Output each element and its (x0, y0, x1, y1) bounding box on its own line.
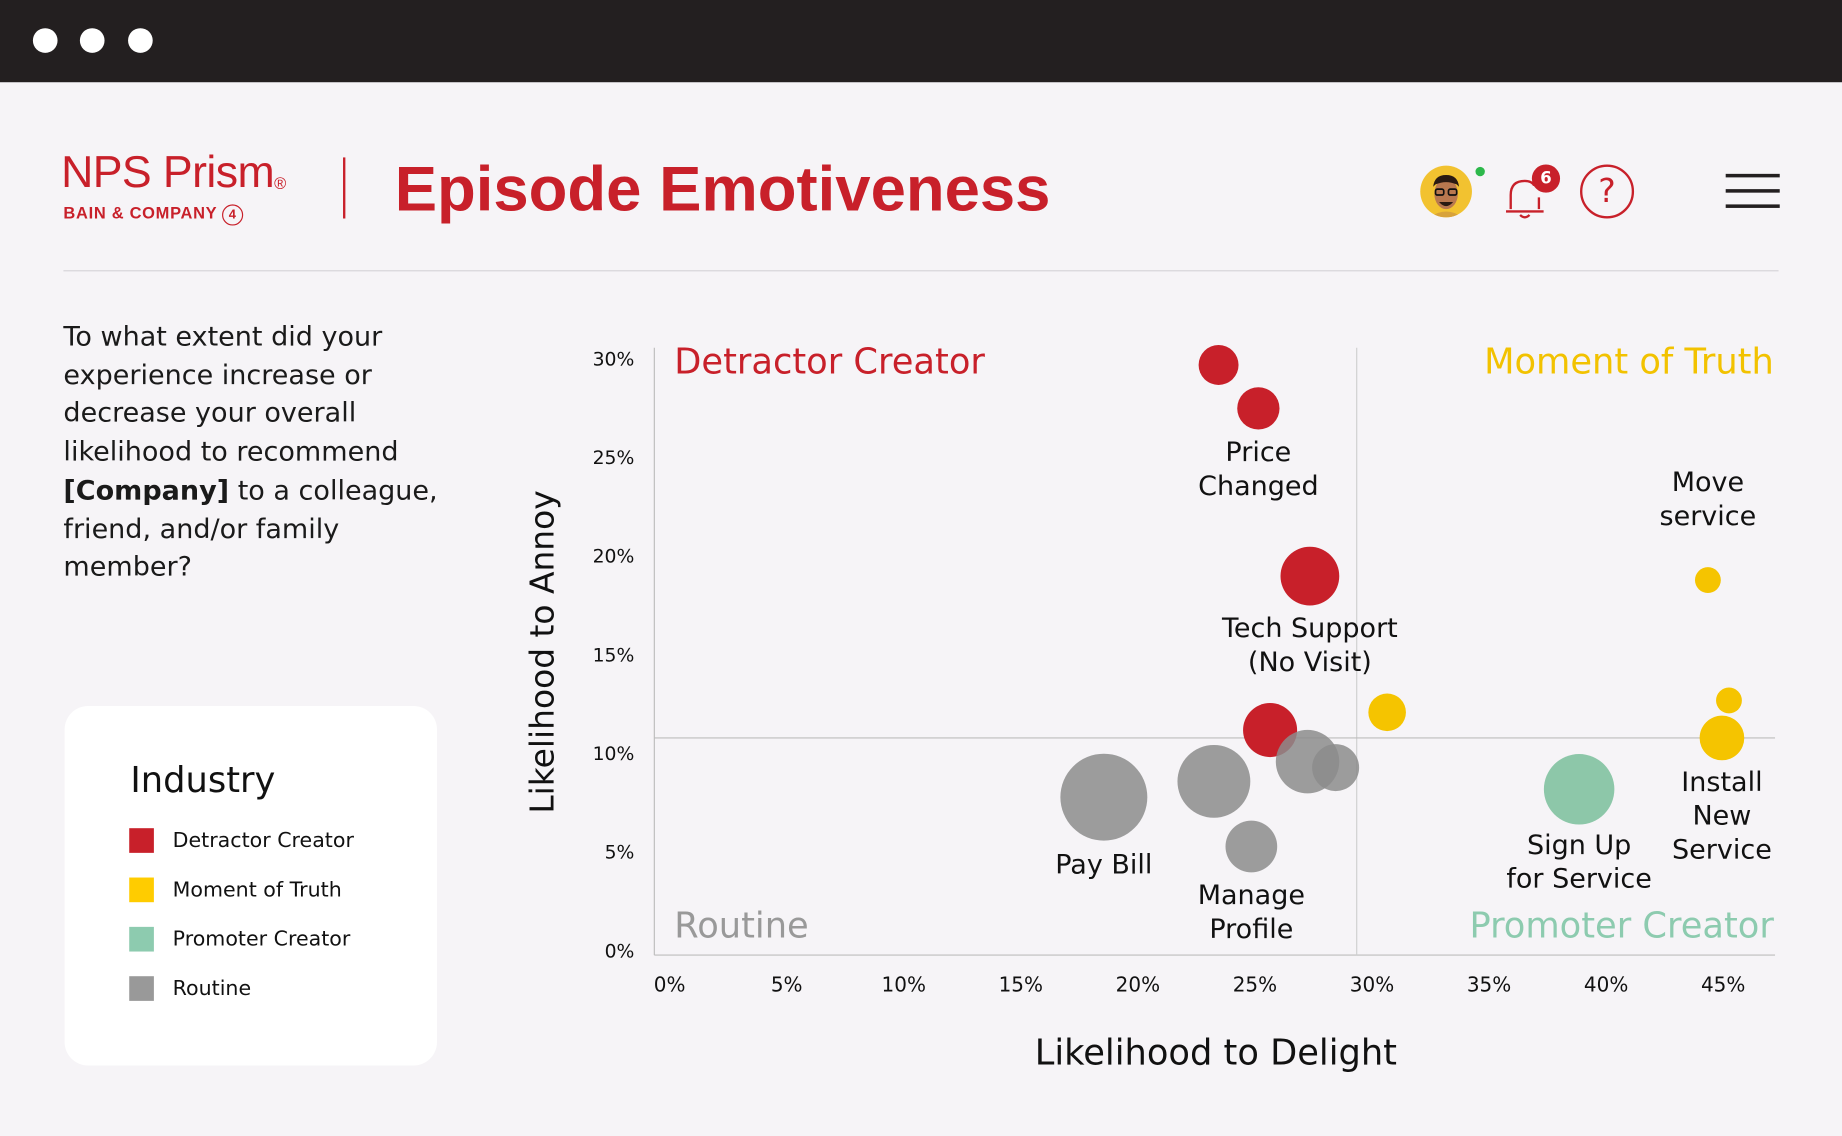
window-minimize-button[interactable] (79, 28, 105, 53)
legend-label: Promoter Creator (172, 928, 351, 952)
bubble-point[interactable] (1368, 693, 1406, 732)
y-tick-label: 20% (593, 547, 635, 568)
legend-swatch (129, 877, 154, 903)
quadrant-label-routine: Routine (674, 905, 808, 946)
bubble-point[interactable] (1699, 715, 1745, 761)
question-text-end: to a colleague, friend, and/or family me… (63, 475, 438, 583)
bubble-point[interactable] (1694, 567, 1721, 594)
registered-mark: ® (274, 173, 286, 193)
bubble-point[interactable] (1312, 744, 1360, 792)
bubble-label: (No Visit) (1248, 647, 1372, 678)
bubble-point[interactable] (1198, 344, 1239, 385)
bubble-point[interactable] (1716, 687, 1742, 714)
x-tick-label: 45% (1701, 972, 1745, 996)
header-rule (63, 270, 1779, 272)
y-tick-label: 0% (605, 941, 635, 962)
x-tick-label: 5% (771, 972, 803, 996)
logo-text: NPS Prism (61, 148, 275, 198)
legend-label: Detractor Creator (172, 829, 354, 853)
bubble-label: Profile (1209, 914, 1293, 945)
bubble-label: Move (1672, 467, 1744, 498)
bain-logo-text: BAIN & COMPANY (63, 203, 218, 223)
legend-label: Moment of Truth (172, 878, 342, 903)
legend-swatch (129, 976, 154, 1001)
user-avatar[interactable] (1420, 165, 1472, 218)
bubble-label: New (1692, 801, 1751, 832)
hamburger-menu-icon[interactable] (1725, 173, 1780, 209)
x-tick-label: 10% (882, 972, 926, 996)
x-tick-label: 40% (1584, 972, 1628, 996)
notifications-bell-icon[interactable] (1501, 169, 1548, 221)
header-divider (343, 157, 346, 219)
y-tick-label: 10% (593, 744, 635, 765)
bubble-label: Install (1681, 767, 1762, 798)
online-status-dot (1475, 166, 1485, 177)
quadrant-label-moment-of-truth: Moment of Truth (1484, 342, 1774, 383)
bubble-point[interactable] (1060, 753, 1148, 841)
avatar-face-icon (1429, 175, 1463, 218)
survey-question: To what extent did your experience incre… (63, 318, 451, 587)
window-maximize-button[interactable] (128, 28, 153, 53)
bubble-label: Sign Up (1527, 830, 1631, 861)
bubble-label: Manage (1198, 880, 1305, 911)
bubble-label: Tech Support (1221, 613, 1398, 644)
page-title: Episode Emotiveness (394, 153, 1051, 225)
x-tick-label: 35% (1467, 972, 1511, 996)
bubble-label: Changed (1198, 471, 1319, 502)
x-tick-label: 15% (999, 972, 1043, 996)
x-axis-title: Likelihood to Delight (1035, 1032, 1397, 1073)
bubble-point[interactable] (1237, 387, 1280, 430)
bain-mark-icon: 4 (222, 204, 244, 226)
y-tick-label: 5% (605, 843, 635, 864)
legend-swatch (129, 828, 154, 853)
bubble-label: service (1660, 501, 1757, 532)
y-tick-label: 30% (593, 349, 635, 370)
bubble-label: for Service (1506, 864, 1652, 895)
legend-swatch (129, 926, 154, 952)
window-titlebar (0, 0, 1842, 83)
x-tick-label: 30% (1350, 972, 1394, 996)
y-tick-label: 25% (593, 448, 635, 469)
quadrant-label-detractor-creator: Detractor Creator (674, 342, 985, 383)
legend-title: Industry (130, 760, 276, 802)
bain-logo: BAIN & COMPANY 4 (63, 203, 244, 226)
bubble-label: Price (1225, 437, 1291, 468)
y-axis-title: Likelihood to Annoy (522, 490, 561, 813)
bubble-point[interactable] (1225, 820, 1278, 873)
company-placeholder: [Company] (63, 475, 230, 507)
window-close-button[interactable] (32, 28, 58, 53)
question-text: To what extent did your experience incre… (63, 321, 399, 468)
notification-count-badge: 6 (1531, 164, 1561, 193)
help-button[interactable]: ? (1580, 164, 1635, 219)
x-tick-label: 20% (1116, 972, 1160, 996)
y-tick-label: 15% (593, 645, 635, 666)
bubble-point[interactable] (1280, 546, 1340, 606)
legend-label: Routine (172, 977, 252, 1001)
x-tick-label: 25% (1233, 972, 1277, 996)
bubble-point[interactable] (1543, 754, 1615, 825)
x-tick-label: 0% (654, 972, 686, 996)
bubble-label: Service (1672, 834, 1772, 865)
quadrant-label-promoter-creator: Promoter Creator (1469, 905, 1774, 946)
nps-prism-logo[interactable]: NPS Prism® (61, 148, 286, 199)
bubble-label: Pay Bill (1055, 850, 1152, 881)
legend-card: Industry Detractor Creator Moment of Tru… (64, 706, 438, 1066)
bubble-point[interactable] (1177, 744, 1251, 818)
